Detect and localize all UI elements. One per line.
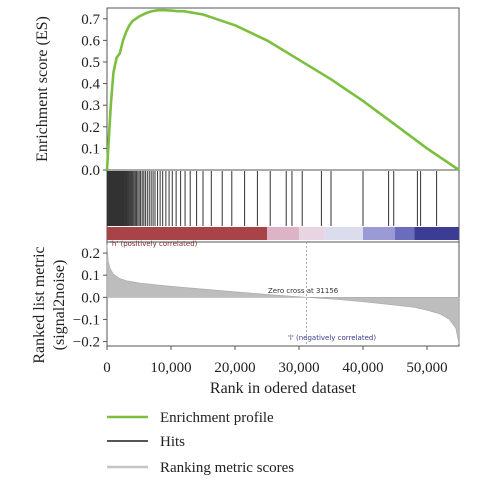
ranked-bar-left-label: 'h' (positively correlated)	[110, 240, 198, 248]
legend-label-enrichment-profile: Enrichment profile	[160, 410, 274, 426]
es-ylabel: Enrichment score (ES)	[34, 16, 51, 162]
metric-ytick-label: 0.2	[81, 246, 100, 262]
es-ytick-label: 0.3	[81, 98, 100, 114]
es-ytick-label: 0.5	[81, 55, 100, 71]
legend-label-hits: Hits	[160, 434, 185, 450]
ranked-bar-right-label: 'l' (negatively correlated)	[288, 334, 376, 342]
legend-label-ranking-metric: Ranking metric scores	[160, 460, 294, 476]
metric-ylabel-line1: Ranked list metric	[31, 246, 48, 363]
es-ytick-label: 0.6	[81, 33, 100, 49]
es-ytick-label: 0.0	[81, 163, 100, 179]
enrichment-profile-line	[105, 8, 460, 172]
x-tick-label: 0	[103, 360, 111, 376]
es-panel-frame	[106, 7, 460, 171]
x-tick-label: 50,000	[406, 360, 447, 376]
x-axis-label: Rank in odered dataset	[210, 380, 357, 397]
ranked-bar-segment	[363, 227, 395, 240]
x-tick-label: 30,000	[278, 360, 319, 376]
es-ytick-label: 0.4	[81, 77, 100, 93]
zero-cross-label: Zero cross at 31156	[268, 287, 339, 295]
ranked-bar-segment	[107, 227, 267, 240]
metric-ytick-label: −0.2	[73, 335, 100, 351]
legend: Enrichment profile Hits Ranking metric s…	[107, 410, 294, 476]
es-ytick-label: 0.7	[81, 12, 100, 28]
ranked-bar-segment	[299, 227, 325, 240]
x-tick-label: 10,000	[150, 360, 191, 376]
metric-ylabel-line2: (signal2noise)	[51, 260, 68, 351]
x-tick-label: 40,000	[342, 360, 383, 376]
es-ytick-label: 0.1	[81, 141, 100, 157]
metric-ytick-label: 0.1	[81, 268, 100, 284]
ranked-bar-segment	[395, 227, 415, 240]
ranked-bar-segment	[324, 227, 363, 240]
metric-ytick-label: 0.0	[81, 290, 100, 306]
ranking-metric-area	[106, 244, 460, 344]
ranked-bar-segment	[414, 227, 459, 240]
metric-ytick-label: −0.1	[73, 312, 100, 328]
ranked-bar-segment	[267, 227, 299, 240]
es-ytick-label: 0.2	[81, 120, 100, 136]
x-tick-label: 20,000	[214, 360, 255, 376]
